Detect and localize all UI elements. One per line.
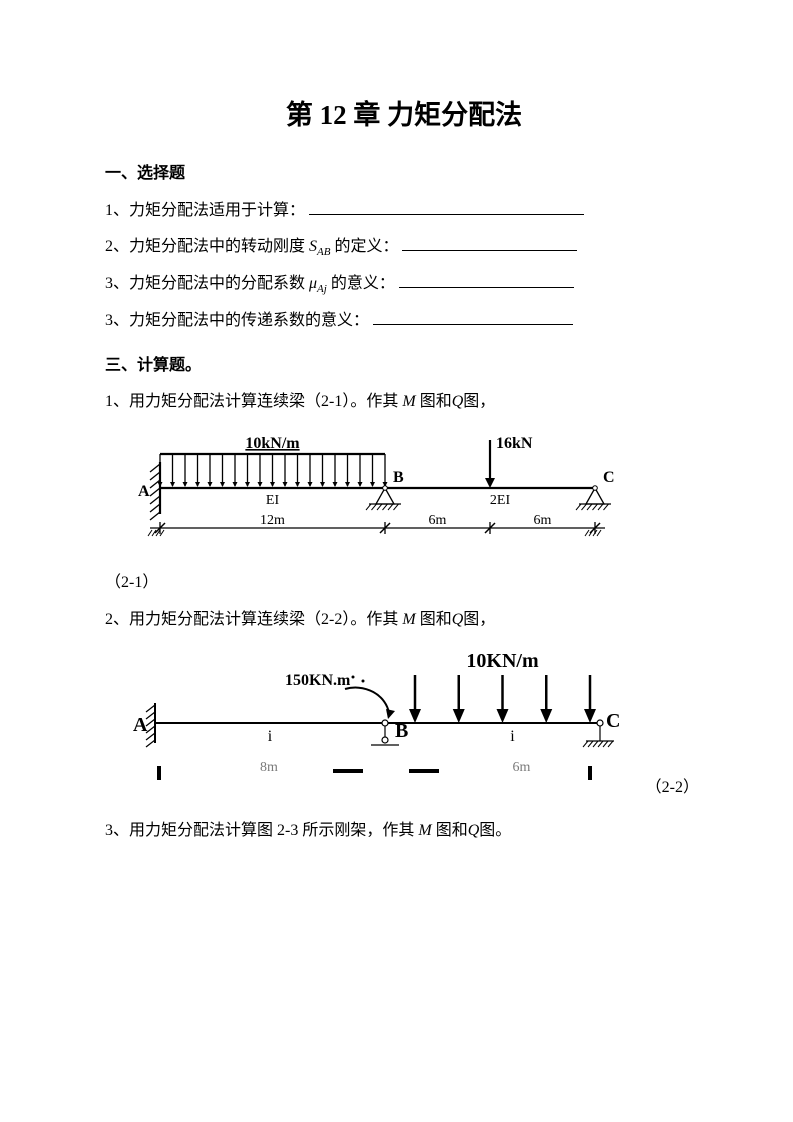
svg-text:A: A	[133, 714, 148, 736]
svg-text:i: i	[268, 728, 273, 745]
svg-text:2EI: 2EI	[490, 493, 511, 508]
svg-text:B: B	[393, 469, 404, 486]
calc-q1-a: 1、用力矩分配法计算连续梁（	[105, 393, 321, 410]
calc-q1-d: 图，	[463, 393, 495, 410]
calc-q3-Q: Q	[468, 822, 480, 839]
svg-text:10kN/m: 10kN/m	[245, 435, 300, 452]
calc-q3-c: 图和	[436, 822, 468, 839]
calc-q3-b: 所示刚架，作其	[298, 822, 414, 839]
q2-blank[interactable]	[402, 234, 577, 251]
calc-q3-M: M	[414, 822, 435, 839]
diagram-2-1: 10kN/m 16kN A B C EI 2EI 12m 6m 6m	[105, 423, 625, 558]
svg-text:6m: 6m	[513, 760, 531, 775]
svg-text:EI: EI	[266, 493, 280, 508]
svg-text:C: C	[603, 469, 615, 486]
svg-text:A: A	[138, 483, 150, 500]
diagram-2-2: 150KN.m 10KN/m A B Ci i 8m 6m	[105, 641, 625, 791]
fillin-q2: 2、力矩分配法中的转动刚度 SAB 的定义：	[105, 232, 703, 263]
q3-subscript: Aj	[317, 283, 327, 295]
svg-text:C: C	[606, 710, 620, 732]
calc-q3-a: 3、用力矩分配法计算图	[105, 822, 277, 839]
svg-text:8m: 8m	[260, 760, 278, 775]
calc-q2-M: M	[398, 611, 419, 628]
svg-text:i: i	[510, 728, 515, 745]
calc-q2-d: 图，	[463, 611, 495, 628]
calc-q1: 1、用力矩分配法计算连续梁（2-1）。作其 M 图和Q图，	[105, 387, 703, 417]
q2-text-b: 的定义：	[334, 238, 398, 255]
q3-symbol: μ	[309, 275, 317, 292]
q3-text-b: 的意义：	[331, 275, 395, 292]
q2-symbol: S	[309, 238, 317, 255]
calc-q1-M: M	[398, 393, 419, 410]
q1-blank[interactable]	[309, 198, 584, 215]
fillin-q4: 3、力矩分配法中的传递系数的意义：	[105, 306, 703, 336]
calc-q1-b: ）。作其	[342, 393, 398, 410]
calc-q1-Q: Q	[452, 393, 464, 410]
q3-text-a: 3、力矩分配法中的分配系数	[105, 275, 305, 292]
section-3-heading: 三、计算题。	[105, 351, 703, 381]
q3-blank[interactable]	[399, 271, 574, 288]
q2-text-a: 2、力矩分配法中的转动刚度	[105, 238, 305, 255]
calc-q2-ref: 2-2	[321, 611, 342, 628]
calc-q2-Q: Q	[452, 611, 464, 628]
calc-q3: 3、用力矩分配法计算图 2-3 所示刚架，作其 M 图和Q图。	[105, 816, 703, 846]
calc-q2: 2、用力矩分配法计算连续梁（2-2）。作其 M 图和Q图，	[105, 605, 703, 635]
calc-q3-ref: 2-3	[277, 822, 298, 839]
svg-text:10KN/m: 10KN/m	[466, 650, 539, 672]
q2-subscript: AB	[317, 246, 330, 258]
fillin-q3: 3、力矩分配法中的分配系数 μAj 的意义：	[105, 269, 703, 300]
chapter-title: 第 12 章 力矩分配法	[105, 90, 703, 141]
calc-q2-b: ）。作其	[342, 611, 398, 628]
section-1-heading: 一、选择题	[105, 159, 703, 189]
q4-text: 3、力矩分配法中的传递系数的意义：	[105, 312, 369, 329]
svg-text:150KN.m: 150KN.m	[285, 672, 351, 689]
svg-text:12m: 12m	[260, 513, 285, 528]
fillin-q1: 1、力矩分配法适用于计算：	[105, 196, 703, 226]
svg-text:16kN: 16kN	[496, 435, 533, 452]
calc-q3-d: 图。	[479, 822, 511, 839]
calc-q2-c: 图和	[420, 611, 452, 628]
calc-q1-c: 图和	[420, 393, 452, 410]
q1-text: 1、力矩分配法适用于计算：	[105, 202, 305, 219]
figure-2-1-label: （2-1）	[105, 568, 703, 598]
q4-blank[interactable]	[373, 308, 573, 325]
figure-2-2-label: （2-2）	[105, 773, 703, 803]
calc-q1-ref: 2-1	[321, 393, 342, 410]
calc-q2-a: 2、用力矩分配法计算连续梁（	[105, 611, 321, 628]
svg-text:6m: 6m	[429, 513, 447, 528]
svg-text:B: B	[395, 720, 408, 742]
svg-text:6m: 6m	[534, 513, 552, 528]
